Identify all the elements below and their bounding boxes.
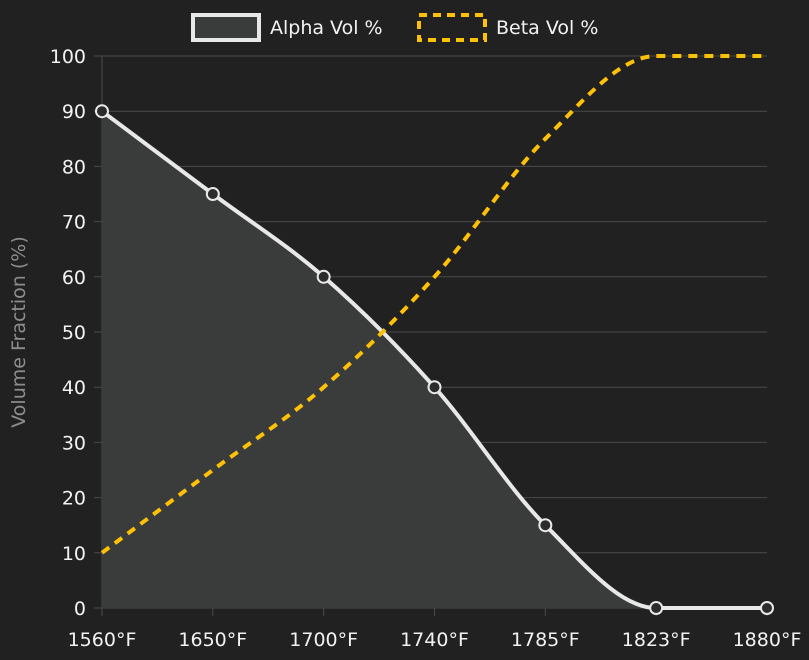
legend-label-alpha: Alpha Vol % xyxy=(270,17,383,39)
legend-swatch-alpha xyxy=(191,13,261,42)
x-tick-label: 1880°F xyxy=(733,629,802,651)
legend-item-beta[interactable]: Beta Vol % xyxy=(417,13,598,42)
legend-label-beta: Beta Vol % xyxy=(496,17,598,39)
data-point-alpha[interactable] xyxy=(205,187,220,201)
y-tick-label: 60 xyxy=(62,267,86,289)
series-line-beta xyxy=(100,53,767,555)
x-tick-label: 1700°F xyxy=(289,629,358,651)
x-tick-label: 1785°F xyxy=(511,629,580,651)
y-tick-label: 70 xyxy=(62,212,86,234)
legend-item-alpha[interactable]: Alpha Vol % xyxy=(191,13,383,42)
x-tick-label: 1823°F xyxy=(622,629,691,651)
legend: Alpha Vol % Beta Vol % xyxy=(191,13,598,42)
y-tick-label: 80 xyxy=(62,156,86,178)
data-point-alpha[interactable] xyxy=(427,380,442,395)
y-tick-label: 0 xyxy=(74,598,86,620)
x-axis-ticks: 1560°F 1650°F 1700°F 1740°F 1785°F 1823°F 1880… xyxy=(68,608,802,651)
data-point-alpha[interactable] xyxy=(760,601,774,615)
data-point-alpha[interactable] xyxy=(649,601,664,615)
y-tick-label: 10 xyxy=(62,543,86,565)
data-point-alpha[interactable] xyxy=(95,104,109,119)
y-axis-title: Volume Fraction (%) xyxy=(8,236,30,427)
series-layer xyxy=(95,53,774,615)
x-tick-label: 1560°F xyxy=(68,629,137,651)
y-tick-label: 50 xyxy=(62,322,86,344)
x-tick-label: 1650°F xyxy=(178,629,247,651)
y-tick-label: 90 xyxy=(62,101,86,123)
y-axis-ticks: 0 10 20 30 40 50 60 70 80 90 100 xyxy=(50,46,86,620)
y-tick-label: 30 xyxy=(62,432,86,454)
data-point-alpha[interactable] xyxy=(316,269,331,284)
data-point-alpha[interactable] xyxy=(538,518,553,533)
y-tick-label: 100 xyxy=(50,46,86,68)
y-tick-label: 40 xyxy=(62,377,86,399)
legend-swatch-beta xyxy=(417,13,487,42)
x-tick-label: 1740°F xyxy=(400,629,469,651)
y-tick-label: 20 xyxy=(62,488,86,510)
